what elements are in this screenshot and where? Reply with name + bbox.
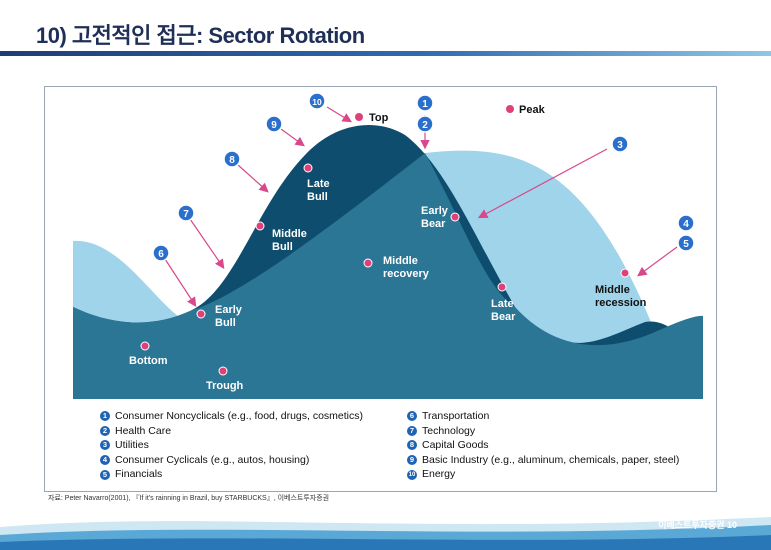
marker-5: 5	[677, 234, 695, 252]
legend-number: 6	[407, 411, 417, 422]
footer-company-page: 이베스트투자증권 10	[658, 520, 737, 530]
diagram-frame: Top Peak Late Bull Middle Bull Early Bear M…	[44, 86, 717, 492]
svg-text:6: 6	[158, 249, 164, 260]
label-middle-recession: Middle recession	[595, 284, 647, 309]
legend-number: 10	[407, 469, 417, 480]
arrow-7	[189, 218, 225, 269]
legend-text: Basic Industry (e.g., aluminum, chemical…	[422, 453, 680, 466]
arrow-6	[164, 258, 197, 308]
legend-number: 7	[407, 425, 417, 436]
marker-10: 10	[308, 92, 326, 110]
legend-text: Transportation	[422, 410, 490, 422]
overlap-fill	[73, 153, 703, 399]
dot-middle-recovery	[363, 258, 373, 268]
legend-number: 8	[407, 440, 417, 451]
footer-wave	[0, 517, 771, 550]
svg-text:4: 4	[683, 219, 689, 230]
title-underline	[0, 51, 771, 56]
label-early-bear: Early Bear	[421, 205, 449, 230]
legend-item: 2 Health Care	[100, 424, 363, 439]
svg-text:8: 8	[229, 155, 235, 166]
label-top: Top	[369, 112, 389, 124]
label-bottom: Bottom	[129, 355, 168, 367]
arrow-10	[326, 106, 353, 123]
marker-6: 6	[152, 244, 170, 262]
dot-early-bull	[196, 309, 206, 319]
arrow-9	[280, 128, 305, 147]
marker-4: 4	[677, 214, 695, 232]
legend-text: Health Care	[115, 424, 172, 437]
legend-item: 8 Capital Goods	[407, 438, 679, 453]
legend-text: Capital Goods	[422, 439, 489, 452]
marker-7: 7	[177, 204, 195, 222]
legend-item: 6 Transportation	[407, 409, 679, 424]
legend-item: 5 Financials	[100, 467, 363, 482]
legend-number: 1	[100, 411, 110, 422]
legend-item: 7 Technology	[407, 424, 679, 439]
dot-middle-bull	[255, 221, 265, 231]
legend-number: 9	[407, 455, 417, 466]
legend-text: Consumer Cyclicals (e.g., autos, housing…	[115, 453, 310, 466]
legend-item: 3 Utilities	[100, 438, 363, 453]
legend-text: Technology	[422, 424, 476, 437]
marker-1: 1	[416, 94, 434, 112]
label-middle-bull: Middle Bull	[272, 228, 307, 253]
marker-9: 9	[265, 115, 283, 133]
svg-text:3: 3	[617, 140, 623, 151]
legend-left: 1 Consumer Noncyclicals (e.g., food, drug…	[100, 409, 363, 482]
page-title: 10) 고전적인 접근: Sector Rotation	[36, 23, 365, 48]
label-peak: Peak	[519, 104, 546, 116]
legend-item: 4 Consumer Cyclicals (e.g., autos, housin…	[100, 453, 363, 468]
marker-8: 8	[223, 150, 241, 168]
dot-trough	[218, 366, 228, 376]
legend-text: Utilities	[115, 439, 149, 452]
source-note: 자료: Peter Navarro(2001), 『If it's rainni…	[48, 495, 330, 502]
label-early-bull: Early Bull	[215, 304, 243, 329]
legend-right: 6 Transportation 7 Technology 8 Capital Goo…	[407, 409, 679, 482]
dot-bottom	[140, 341, 150, 351]
label-trough: Trough	[206, 380, 244, 392]
dot-late-bull	[303, 163, 313, 173]
legend-number: 5	[100, 469, 110, 480]
svg-text:7: 7	[183, 209, 189, 220]
arrow-3	[477, 148, 608, 219]
svg-text:5: 5	[683, 239, 689, 250]
dot-top	[354, 112, 364, 122]
legend-item: 1 Consumer Noncyclicals (e.g., food, drug…	[100, 409, 363, 424]
legend-number: 4	[100, 455, 110, 466]
marker-2: 2	[416, 115, 434, 133]
label-late-bull: Late Bull	[307, 178, 330, 203]
svg-text:1: 1	[422, 99, 428, 110]
label-middle-recovery: Middle recovery	[383, 255, 430, 280]
label-late-bear: Late Bear	[491, 298, 516, 323]
legend-number: 3	[100, 440, 110, 451]
legend-text: Financials	[115, 468, 163, 481]
dot-early-bear	[450, 212, 460, 222]
arrow-8	[237, 164, 269, 193]
svg-text:10: 10	[312, 97, 322, 107]
arrow-5	[637, 246, 678, 277]
legend-text: Energy	[422, 468, 456, 481]
dot-middle-recession	[620, 268, 630, 278]
dot-peak	[505, 104, 515, 114]
legend-item: 9 Basic Industry (e.g., aluminum, chemica…	[407, 453, 679, 468]
sector-rotation-diagram: Top Peak Late Bull Middle Bull Early Bear M…	[73, 92, 703, 399]
dot-late-bear	[497, 282, 507, 292]
legend-text: Consumer Noncyclicals (e.g., food, drugs…	[115, 410, 364, 422]
svg-text:9: 9	[271, 120, 277, 131]
svg-text:2: 2	[422, 120, 428, 131]
legend-number: 2	[100, 425, 110, 436]
legend-item: 10 Energy	[407, 467, 679, 482]
marker-3: 3	[611, 135, 629, 153]
